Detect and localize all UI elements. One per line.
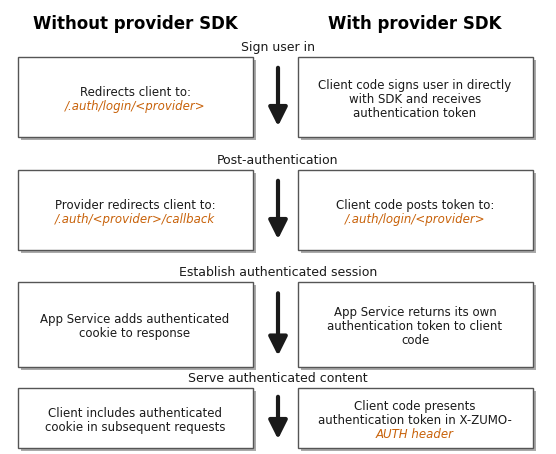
Text: with SDK and receives: with SDK and receives bbox=[349, 93, 481, 106]
Text: /.auth/login/<provider>: /.auth/login/<provider> bbox=[64, 99, 205, 113]
Bar bbox=[21, 173, 256, 253]
Text: authentication token in X-ZUMO-: authentication token in X-ZUMO- bbox=[318, 414, 512, 427]
Bar bbox=[17, 282, 252, 367]
Text: code: code bbox=[401, 334, 429, 347]
Text: With provider SDK: With provider SDK bbox=[328, 15, 502, 33]
Bar bbox=[300, 60, 535, 140]
Bar bbox=[297, 170, 533, 250]
Text: Client code signs user in directly: Client code signs user in directly bbox=[319, 79, 512, 92]
Text: authentication token: authentication token bbox=[354, 107, 476, 119]
Bar bbox=[300, 285, 535, 370]
Text: Post-authentication: Post-authentication bbox=[217, 153, 339, 167]
Text: Client code posts token to:: Client code posts token to: bbox=[336, 198, 494, 212]
Bar bbox=[297, 388, 533, 448]
Text: Serve authenticated content: Serve authenticated content bbox=[188, 371, 368, 385]
Text: Provider redirects client to:: Provider redirects client to: bbox=[54, 198, 215, 212]
Text: Sign user in: Sign user in bbox=[241, 40, 315, 54]
Bar bbox=[297, 282, 533, 367]
Text: authentication token to client: authentication token to client bbox=[327, 320, 503, 333]
Text: Establish authenticated session: Establish authenticated session bbox=[179, 266, 377, 278]
Text: Redirects client to:: Redirects client to: bbox=[80, 86, 191, 99]
Text: /.auth/<provider>/callback: /.auth/<provider>/callback bbox=[55, 212, 215, 226]
Text: Client code presents: Client code presents bbox=[354, 400, 476, 413]
Text: App Service returns its own: App Service returns its own bbox=[334, 306, 497, 319]
Text: AUTH header: AUTH header bbox=[376, 428, 454, 440]
Text: /.auth/login/<provider>: /.auth/login/<provider> bbox=[345, 212, 485, 226]
Bar bbox=[300, 173, 535, 253]
Bar bbox=[21, 391, 256, 451]
Text: Without provider SDK: Without provider SDK bbox=[33, 15, 237, 33]
Text: Client includes authenticated: Client includes authenticated bbox=[48, 407, 222, 419]
Bar bbox=[17, 170, 252, 250]
Bar bbox=[17, 57, 252, 137]
Bar bbox=[297, 57, 533, 137]
Text: App Service adds authenticated: App Service adds authenticated bbox=[41, 313, 230, 326]
Text: cookie to response: cookie to response bbox=[80, 327, 191, 340]
Bar bbox=[300, 391, 535, 451]
Text: cookie in subsequent requests: cookie in subsequent requests bbox=[44, 420, 225, 434]
Bar bbox=[17, 388, 252, 448]
Bar bbox=[21, 285, 256, 370]
Bar bbox=[21, 60, 256, 140]
